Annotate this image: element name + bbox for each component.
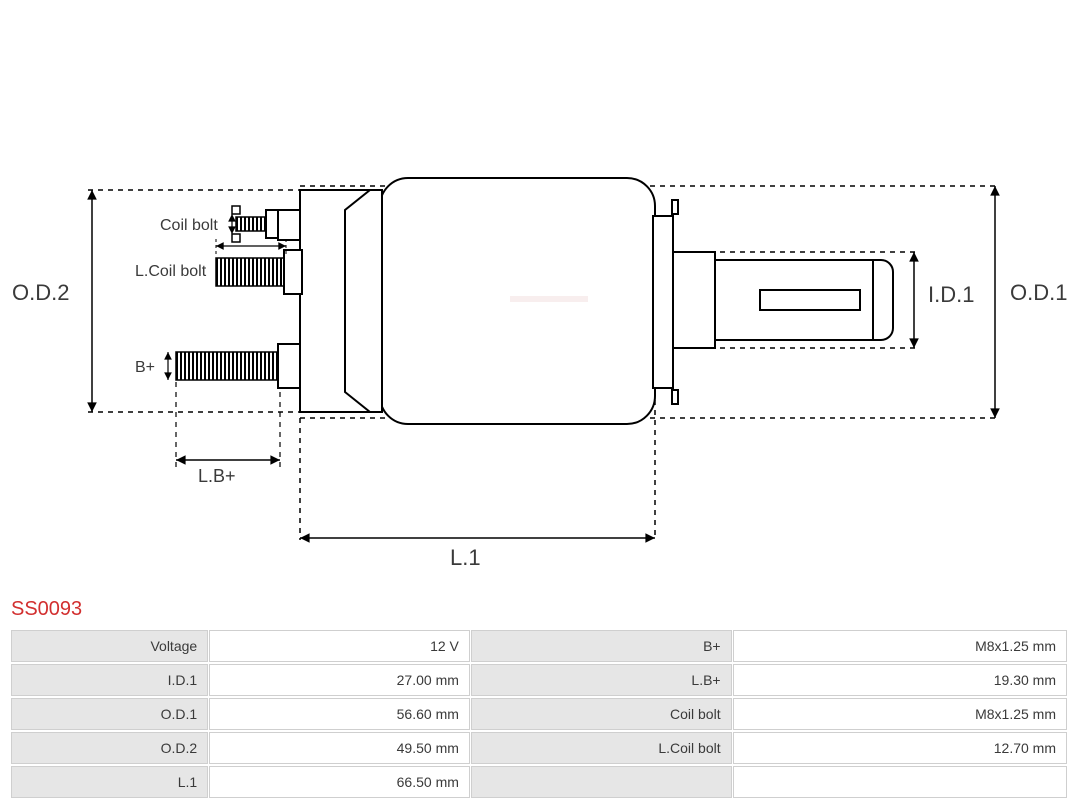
spec-value: 49.50 mm — [209, 732, 470, 764]
spec-value: 27.00 mm — [209, 664, 470, 696]
spec-label: L.B+ — [471, 664, 732, 696]
label-id1: I.D.1 — [928, 282, 974, 307]
spec-value: 56.60 mm — [209, 698, 470, 730]
spec-label: Coil bolt — [471, 698, 732, 730]
spec-label — [471, 766, 732, 798]
label-l1: L.1 — [450, 545, 481, 570]
spec-value: M8x1.25 mm — [733, 698, 1067, 730]
spec-label: O.D.1 — [11, 698, 208, 730]
spec-value: 12.70 mm — [733, 732, 1067, 764]
label-od2: O.D.2 — [12, 280, 69, 305]
spec-table: Voltage 12 V B+ M8x1.25 mm I.D.1 27.00 m… — [10, 628, 1068, 800]
spec-label: O.D.2 — [11, 732, 208, 764]
label-lcoil-bolt: L.Coil bolt — [135, 263, 207, 280]
table-row: O.D.2 49.50 mm L.Coil bolt 12.70 mm — [11, 732, 1067, 764]
label-od1: O.D.1 — [1010, 280, 1067, 305]
spec-label: B+ — [471, 630, 732, 662]
spec-value: M8x1.25 mm — [733, 630, 1067, 662]
solenoid-diagram: O.D.1 O.D.2 I.D.1 L.1 Coil bolt L.Coil b — [0, 0, 1080, 590]
table-row: O.D.1 56.60 mm Coil bolt M8x1.25 mm — [11, 698, 1067, 730]
spec-value: 19.30 mm — [733, 664, 1067, 696]
spec-value: 12 V — [209, 630, 470, 662]
label-lbplus: L.B+ — [198, 466, 236, 486]
spec-label: I.D.1 — [11, 664, 208, 696]
label-coil-bolt: Coil bolt — [160, 217, 218, 234]
table-row: Voltage 12 V B+ M8x1.25 mm — [11, 630, 1067, 662]
spec-label: Voltage — [11, 630, 208, 662]
label-bplus: B+ — [135, 359, 155, 376]
part-number: SS0093 — [11, 598, 82, 621]
spec-value — [733, 766, 1067, 798]
table-row: L.1 66.50 mm — [11, 766, 1067, 798]
spec-value: 66.50 mm — [209, 766, 470, 798]
table-row: I.D.1 27.00 mm L.B+ 19.30 mm — [11, 664, 1067, 696]
spec-label: L.1 — [11, 766, 208, 798]
spec-label: L.Coil bolt — [471, 732, 732, 764]
